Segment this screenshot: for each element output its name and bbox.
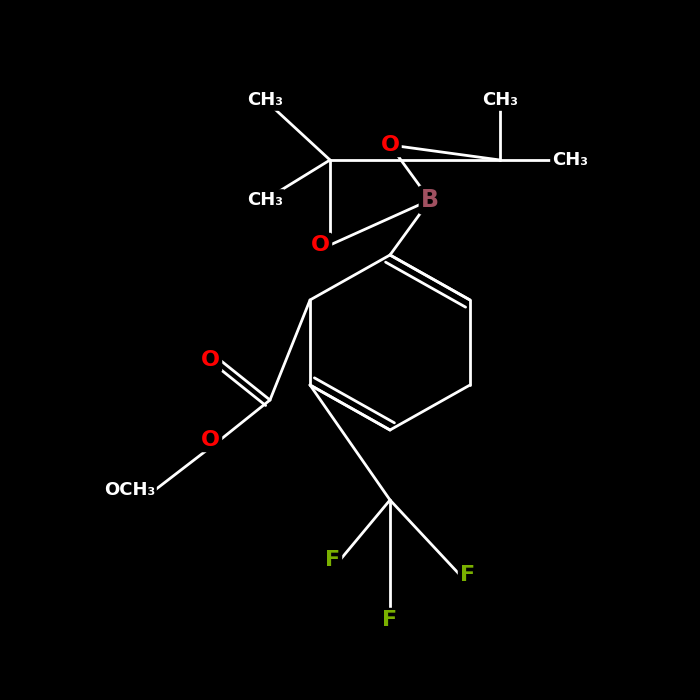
Text: CH₃: CH₃ — [247, 91, 283, 109]
Text: F: F — [325, 550, 340, 570]
Text: CH₃: CH₃ — [247, 191, 283, 209]
Text: O: O — [311, 235, 330, 255]
Text: B: B — [421, 188, 439, 212]
Text: F: F — [382, 610, 398, 630]
Text: F: F — [460, 565, 475, 585]
Text: OCH₃: OCH₃ — [104, 481, 155, 499]
Text: CH₃: CH₃ — [482, 91, 518, 109]
Text: O: O — [201, 430, 220, 450]
Text: CH₃: CH₃ — [552, 151, 588, 169]
Text: O: O — [381, 135, 400, 155]
Text: O: O — [201, 350, 220, 370]
